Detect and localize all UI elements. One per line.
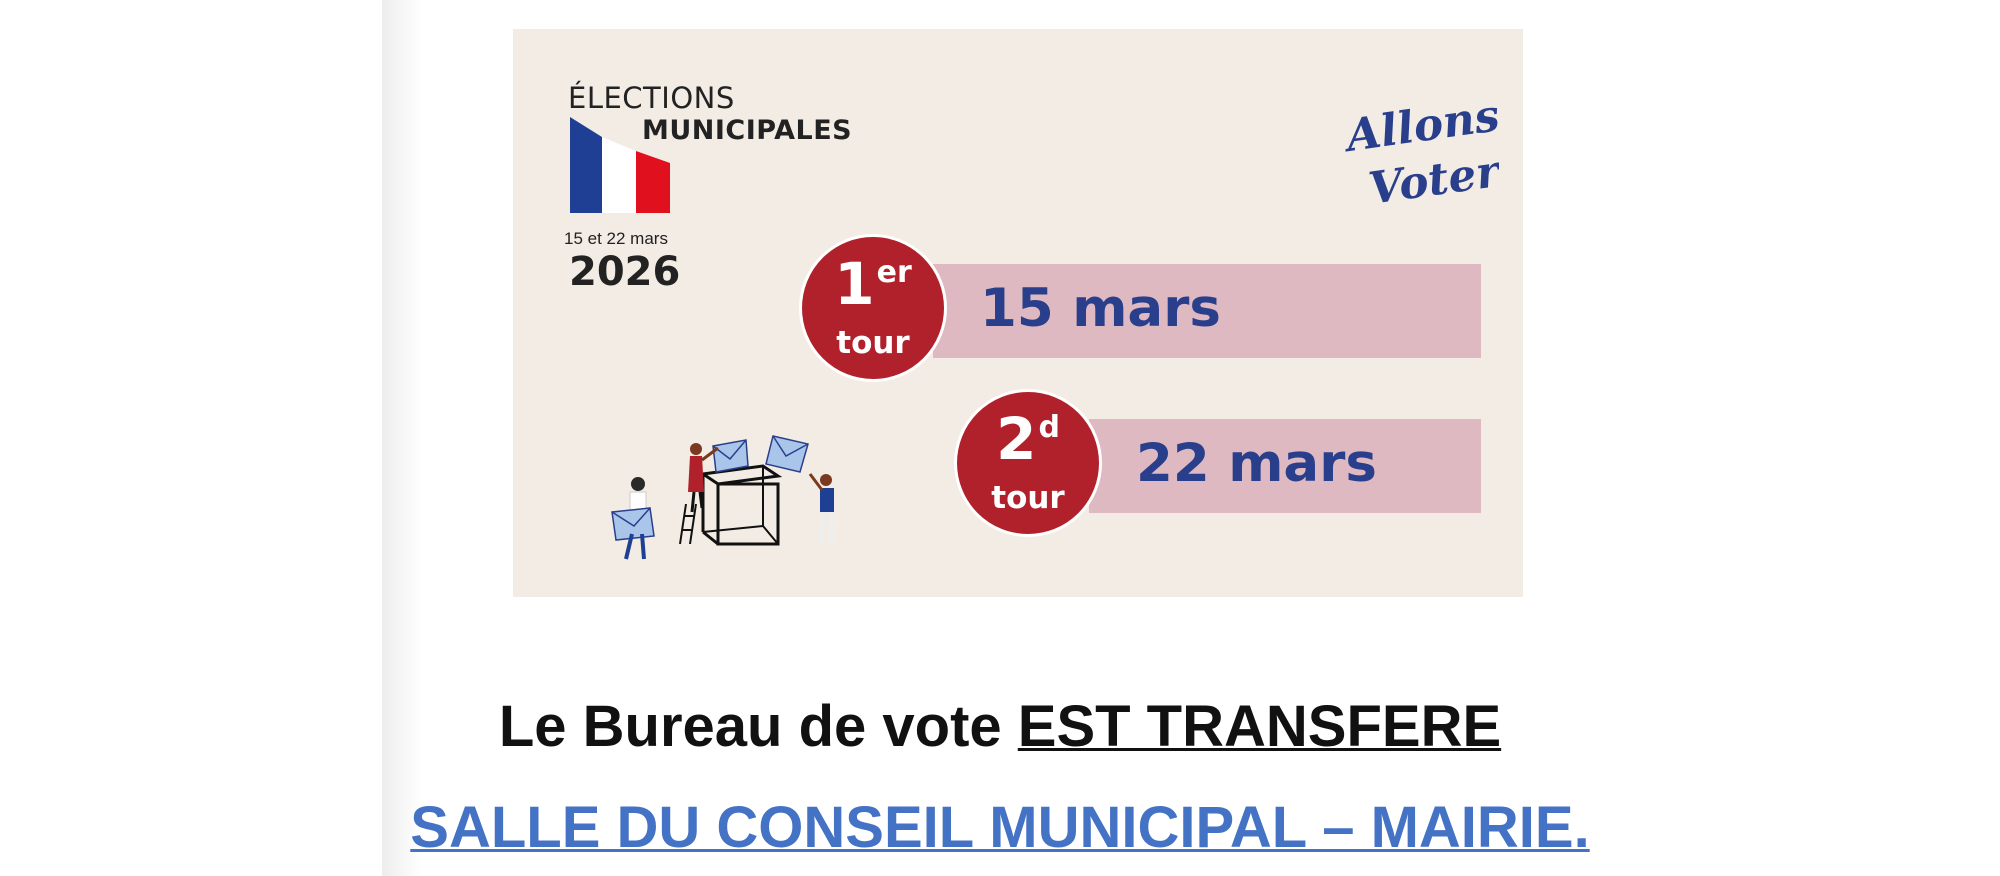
tour-2-date: 22 mars bbox=[1136, 433, 1377, 494]
notice-transfer-heading: Le Bureau de vote EST TRANSFERE bbox=[0, 693, 2000, 760]
tour-1-label: tour bbox=[836, 325, 910, 361]
notice-prefix-text: Le Bureau de vote bbox=[498, 694, 1018, 759]
voters-ballot-box-illustration bbox=[611, 435, 834, 560]
logo-dates-text: 15 et 22 mars bbox=[564, 229, 668, 248]
elections-poster: ÉLECTIONS MUNICIPALES 15 et 22 mars 2026… bbox=[513, 29, 1523, 597]
tour-2-date-bar bbox=[1089, 419, 1481, 513]
tour-2-number: 2d bbox=[996, 405, 1060, 473]
logo-municipales-text: MUNICIPALES bbox=[642, 115, 853, 146]
notice-emphasis-text: EST TRANSFERE bbox=[1017, 694, 1502, 759]
tour-2-badge: 2d tour bbox=[954, 389, 1102, 537]
logo-year-text: 2026 bbox=[569, 249, 681, 295]
french-flag-icon bbox=[570, 117, 670, 213]
allons-voter-logo: Allons Voter! bbox=[1339, 90, 1499, 215]
logo-elections-text: ÉLECTIONS bbox=[568, 81, 735, 115]
tour-1-number: 1er bbox=[834, 250, 912, 318]
tour-1-date-bar bbox=[933, 264, 1481, 358]
page-edge-shadow bbox=[382, 0, 422, 876]
elections-logo: ÉLECTIONS MUNICIPALES 15 et 22 mars 2026 bbox=[564, 81, 898, 295]
tour-2-label: tour bbox=[991, 480, 1065, 516]
notice-location-link[interactable]: SALLE DU CONSEIL MUNICIPAL – MAIRIE. bbox=[410, 795, 1590, 860]
tour-1-date: 15 mars bbox=[980, 278, 1221, 339]
tour-1-badge: 1er tour bbox=[799, 234, 947, 382]
